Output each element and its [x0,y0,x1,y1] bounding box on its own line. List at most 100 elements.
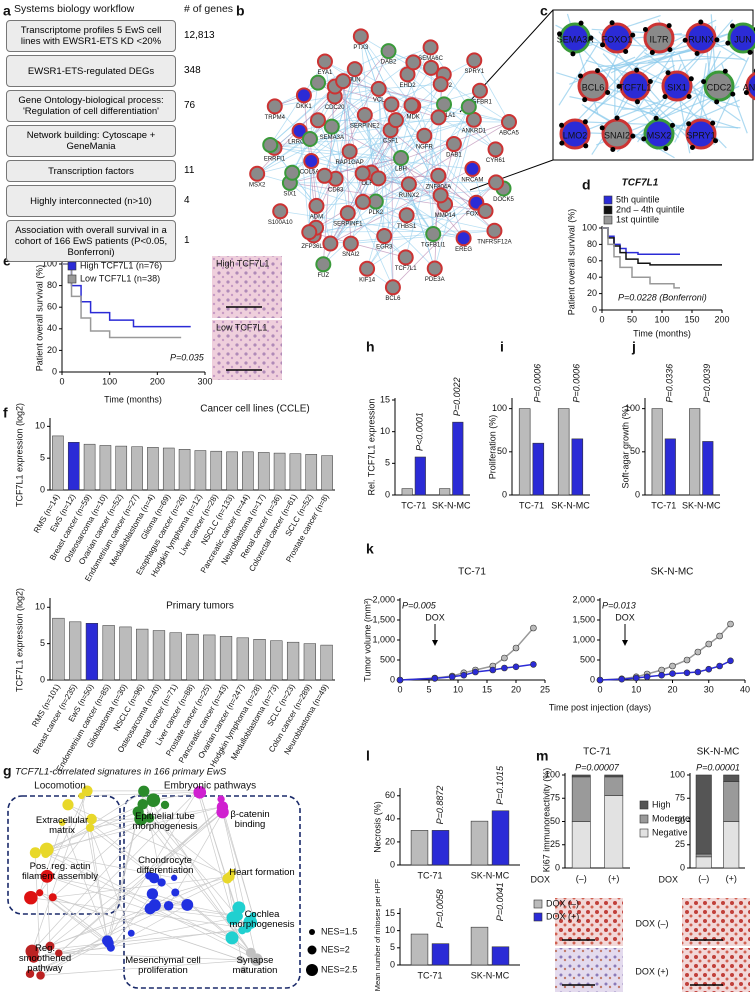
network-edge [424,119,474,137]
legend-swatch [603,205,613,215]
gene-label: DAB1 [446,153,462,159]
bar [210,450,223,491]
gene-label: EREG [455,247,472,253]
signature-node [48,893,57,902]
node-dot [559,122,565,128]
node-dot [634,99,640,105]
point [501,664,508,672]
signature-edge [58,811,223,954]
bar [194,450,207,491]
legend-label: Negative [652,827,688,837]
gene-label: THBS1 [397,224,417,230]
signature-node [240,966,248,974]
y-tick-label: 50 [550,816,560,826]
network-node [500,114,517,131]
signature-edge [46,875,233,939]
gene-label: RUNX [688,34,714,44]
network-node [262,136,279,153]
node-dot [730,91,736,97]
node-dot [616,83,622,89]
y-tick-label: 100 [670,769,685,779]
y-axis-label: Tumor volume (mm³) [362,598,372,682]
legend-label: 5th quintile [616,194,660,204]
node-dot [557,31,563,37]
y-tick-label: 0 [385,489,390,499]
network-node [643,118,675,150]
network-edge [378,83,441,90]
chart-title: TC-71 [583,747,611,758]
bar [273,452,286,491]
bar [286,641,300,681]
node-dot [747,49,753,55]
bar [518,408,531,496]
x-tick-label: SK-N-MC [432,500,471,510]
signature-node [160,800,170,810]
gene-count: 12,813 [184,30,215,41]
y-tick-label: 75 [550,793,560,803]
network-node [432,187,449,204]
signature-node [132,806,144,818]
network-node [272,203,289,220]
node-dot [630,133,636,139]
signature-node [163,901,174,911]
y-tick-label: 60 [385,790,395,800]
node-dot [698,19,704,25]
term-label: Epithelial tube morphogenesis [132,811,198,832]
gene-label: TCF7L1 [619,82,652,92]
gene-label: ZFP36L1 [301,244,326,250]
signature-edge [45,817,150,855]
signature-node [216,805,229,819]
network-node [436,96,453,113]
y-tick-label: 25 [675,839,685,849]
y-tick-label: 0 [502,489,507,499]
signature-edge [40,940,108,976]
bar [131,446,143,491]
network-node [466,52,483,69]
x-tick-label: 5 [426,684,431,694]
network-node [430,109,447,126]
y-tick-label: 60 [47,302,57,312]
gene-label: SNAI2 [342,252,360,258]
y-tick-label: 100 [42,258,57,268]
gene-label: SIX1 [667,82,687,92]
p-value: P=0.0336 [665,364,675,403]
signature-edge [49,904,155,947]
gene-label: PDE3A [425,277,445,283]
signature-node [25,969,35,979]
y-tick-label: 1,500 [372,614,395,624]
x-axis-label: Time (months) [104,394,162,404]
gene-label: VCL [373,98,385,104]
bar [270,640,283,681]
dox-label: DOX [615,612,635,622]
point [396,676,404,684]
network-node [370,170,387,187]
signature-node [148,872,160,884]
node-dot [614,115,620,121]
network-node [316,53,333,70]
y-tick-label: 40 [587,272,597,282]
network-node [295,87,312,104]
network-node [727,22,755,54]
signature-node [146,888,159,900]
gene-label: EHD2 [400,83,417,89]
term-label: β-catenin binding [230,809,270,830]
y-tick-label: 100 [492,403,507,413]
network-edge [330,119,397,244]
network-edge [674,50,722,143]
signature-edge [31,804,166,952]
node-dot [583,143,589,149]
point [448,673,456,681]
point [460,671,468,679]
bar [303,643,316,681]
point [669,670,676,677]
node-dot [605,89,611,95]
panel-label: c [540,3,548,19]
annotation: P=0.035 [170,352,205,362]
y-axis-label: Patient overall survival (%) [566,209,576,316]
node-dot [713,138,719,144]
network-node [359,260,376,277]
y-axis-label: Patient overall survival (%) [34,265,44,372]
bar-segment [695,774,712,855]
legend-swatch [639,814,649,824]
bar-segment [695,856,712,869]
